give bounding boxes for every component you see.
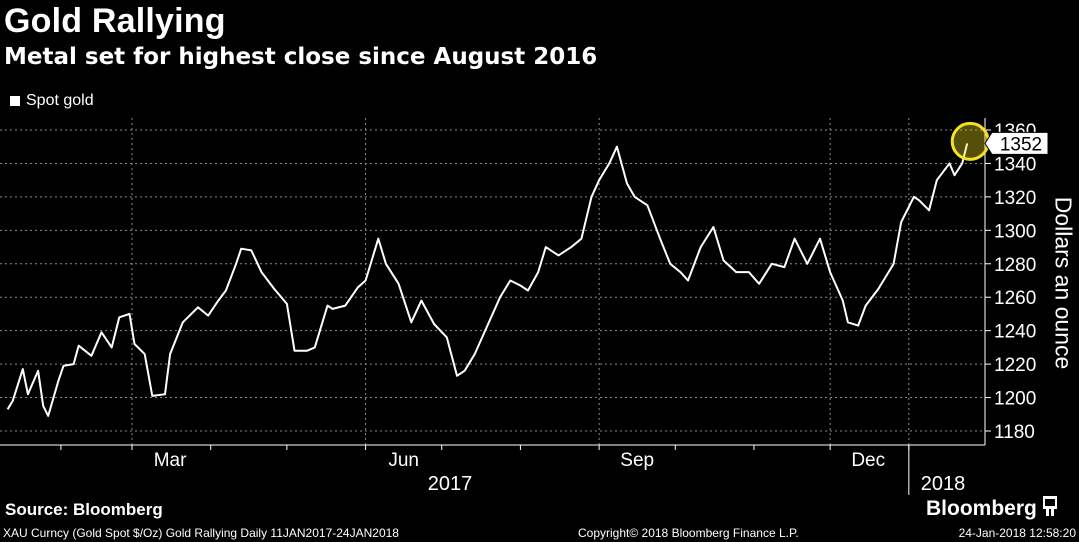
latest-value-tag (984, 131, 1049, 155)
bloomberg-terminal-icon (1042, 496, 1057, 522)
x-month-label: Dec (851, 450, 885, 471)
legend-swatch (10, 96, 20, 106)
chart-title: Gold Rallying (4, 2, 226, 40)
y-tick-label: 1340 (994, 154, 1036, 175)
y-axis-label: Dollars an ounce (1050, 196, 1077, 370)
x-month-label: Sep (620, 450, 654, 471)
y-tick-label: 1220 (994, 355, 1036, 376)
legend: Spot gold (10, 92, 94, 110)
y-tick-label: 1240 (994, 322, 1036, 343)
x-month-label: Jun (388, 450, 419, 471)
y-tick-label: 1280 (994, 255, 1036, 276)
brand-logo: Bloomberg (926, 496, 1057, 522)
timestamp: 24-Jan-2018 12:58:20 (958, 526, 1076, 540)
latest-value-label: 1352 (1000, 134, 1042, 155)
source-note: Source: Bloomberg (5, 500, 163, 519)
legend-label: Spot gold (26, 92, 94, 109)
x-year-label-2017: 2017 (428, 473, 473, 495)
y-tick-label: 1260 (994, 288, 1036, 309)
brand-name: Bloomberg (926, 497, 1037, 520)
chart-subtitle: Metal set for highest close since August… (4, 44, 598, 70)
x-year-label-2018: 2018 (921, 473, 966, 495)
y-tick-label: 1300 (994, 221, 1036, 242)
y-tick-label: 1320 (994, 188, 1036, 209)
latest-highlight-circle (950, 121, 990, 161)
ticker-line: XAU Curncy (Gold Spot $/Oz) Gold Rallyin… (3, 526, 399, 540)
x-month-label: Mar (154, 450, 187, 471)
y-tick-label: 1200 (994, 389, 1036, 410)
series-line-spot-gold (6, 143, 969, 417)
y-tick-label: 1180 (994, 422, 1035, 443)
copyright: Copyright© 2018 Bloomberg Finance L.P. (578, 526, 799, 540)
